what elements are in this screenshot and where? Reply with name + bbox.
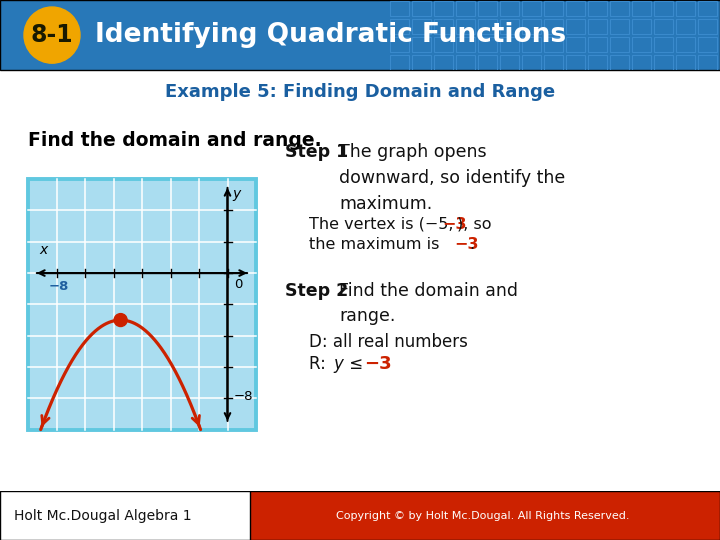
Text: Find the domain and
range.: Find the domain and range. [339,281,518,325]
Text: −3: −3 [442,217,467,232]
Text: Step 2: Step 2 [285,281,348,300]
Text: ), so: ), so [457,217,492,232]
Text: Copyright © by Holt Mc.Dougal. All Rights Reserved.: Copyright © by Holt Mc.Dougal. All Right… [336,511,630,521]
Text: ≤: ≤ [344,355,369,373]
FancyBboxPatch shape [28,179,256,430]
Text: D: all real numbers: D: all real numbers [309,333,468,351]
FancyBboxPatch shape [0,0,720,70]
Text: −3: −3 [454,237,479,252]
Circle shape [114,314,127,327]
Text: −3: −3 [364,355,392,373]
Text: Example 5: Finding Domain and Range: Example 5: Finding Domain and Range [165,83,555,102]
Text: 8-1: 8-1 [31,23,73,47]
Circle shape [24,7,80,63]
Text: Find the domain and range.: Find the domain and range. [28,131,322,150]
Text: y: y [333,355,343,373]
Text: R:: R: [309,355,331,373]
Text: x: x [39,243,47,257]
FancyBboxPatch shape [0,491,720,540]
Text: −8: −8 [48,280,68,293]
Text: .: . [469,237,474,252]
Text: The graph opens
downward, so identify the
maximum.: The graph opens downward, so identify th… [339,143,565,213]
Text: Step 1: Step 1 [285,143,348,161]
Text: The vertex is (−5,: The vertex is (−5, [309,217,459,232]
FancyBboxPatch shape [250,491,720,540]
Text: Holt Mc.Dougal Algebra 1: Holt Mc.Dougal Algebra 1 [14,509,192,523]
Text: Identifying Quadratic Functions: Identifying Quadratic Functions [95,22,566,48]
Text: the maximum is: the maximum is [309,237,444,252]
Text: y: y [233,187,240,201]
Text: −8: −8 [233,390,253,403]
Text: 0: 0 [235,278,243,291]
